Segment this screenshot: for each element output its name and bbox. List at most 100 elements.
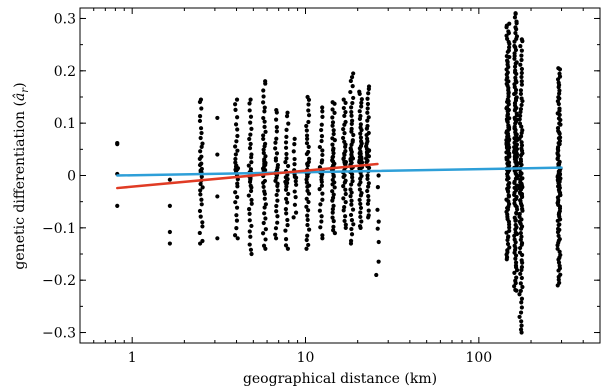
data-point [505,58,510,63]
data-point [234,97,240,102]
data-point [349,232,355,237]
data-point [555,283,560,288]
data-point [263,202,268,207]
data-point [331,131,336,137]
data-point [365,123,370,129]
data-point [332,230,337,236]
data-point [292,156,297,162]
data-point [519,143,525,148]
data-point [518,231,523,236]
data-point [199,144,204,150]
data-point [357,109,362,114]
data-point [275,188,280,193]
data-point [247,229,252,234]
data-point [507,225,512,230]
data-point [358,125,363,130]
data-point [262,205,267,210]
data-point [274,209,279,214]
data-point [200,185,205,190]
data-point [518,271,523,276]
data-point [358,113,363,119]
data-point [366,181,371,186]
data-point [215,115,220,121]
data-point [320,236,325,241]
data-point [506,193,511,198]
fit-line-2 [115,162,379,190]
data-point [284,134,289,139]
data-point [233,156,238,162]
data-point [317,208,322,213]
data-point [198,149,203,154]
data-points [115,11,563,335]
data-point [512,201,517,206]
data-point [319,219,324,224]
data-point [197,230,202,236]
data-point [331,203,336,209]
data-point [215,194,220,199]
data-point [555,145,561,150]
data-point [557,222,562,227]
data-point [247,146,253,151]
data-point [330,210,335,215]
data-point [507,245,512,250]
data-point [263,246,268,251]
data-point [233,144,238,149]
data-point [197,114,203,119]
data-point [304,237,309,243]
data-point [274,151,280,156]
data-point [343,100,348,105]
data-point [350,84,355,89]
data-point [198,126,204,131]
data-point [293,195,298,200]
data-point [197,208,203,214]
data-point [262,119,267,124]
data-point [263,129,268,134]
data-point [248,234,253,239]
data-point [305,213,310,218]
data-point [513,30,518,36]
data-point [274,129,279,134]
data-point [234,205,240,210]
data-point [365,106,370,111]
data-point [262,124,267,129]
data-point [514,183,519,188]
data-point [519,234,524,239]
data-point [233,102,238,107]
data-point [319,127,324,133]
data-point [274,107,279,113]
data-point [365,173,370,178]
data-point [376,173,381,178]
data-point [304,123,309,129]
data-point [365,188,370,194]
data-point [249,197,254,203]
data-point [365,101,371,107]
data-point [233,152,238,157]
data-point [286,121,291,126]
data-point [235,236,240,241]
data-point [330,154,336,159]
data-point [517,314,522,320]
data-point [305,188,310,194]
data-point [358,214,363,220]
data-point [292,189,297,194]
data-point [248,183,253,188]
data-point [262,105,267,110]
data-point [359,139,364,144]
data-point [198,181,203,187]
data-point [376,239,381,245]
data-point [330,115,335,120]
data-point [248,114,254,119]
data-point [319,214,324,219]
data-point [374,272,379,278]
data-point [248,247,254,252]
data-point [556,233,561,238]
data-point [519,146,524,151]
data-point [283,237,289,242]
data-point [306,199,311,205]
data-point [200,224,205,229]
data-point [512,284,517,289]
data-point [507,21,512,26]
data-point [341,184,346,189]
data-point [261,100,266,105]
data-point [518,62,523,67]
